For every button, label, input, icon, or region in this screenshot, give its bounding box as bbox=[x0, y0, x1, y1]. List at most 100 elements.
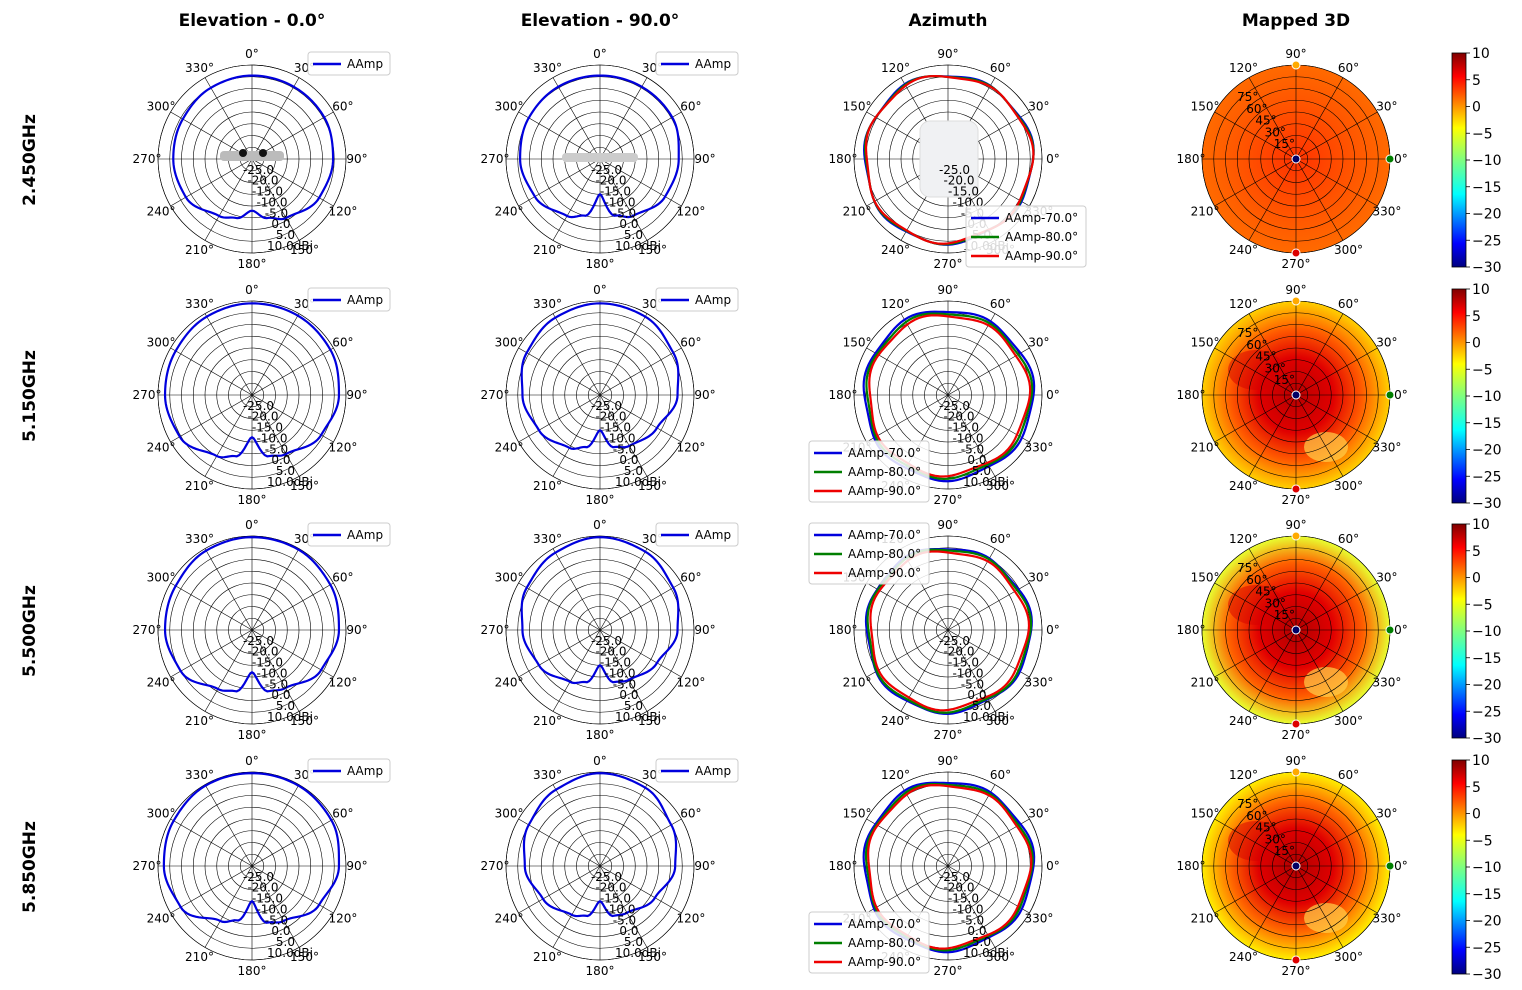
mapped3d-elev-label: 60° bbox=[1246, 102, 1267, 116]
azimuth-grid-spoke bbox=[866, 818, 949, 867]
mapped3d-grid-angle-label: 210° bbox=[1191, 205, 1220, 219]
elev90-grid-spoke bbox=[552, 158, 601, 241]
elev0-pattern-curve bbox=[163, 536, 341, 693]
elev90-grid-spoke bbox=[518, 818, 601, 867]
elev0-grid-angle-label: 0° bbox=[245, 754, 259, 768]
azimuth-grid-spoke bbox=[947, 582, 1030, 631]
radial-tick-label: 5.0 bbox=[624, 935, 643, 949]
mapped3d-grid-spoke bbox=[1295, 158, 1378, 207]
elev0-grid-spoke bbox=[251, 548, 300, 631]
colorbar-tick-label: −15 bbox=[1472, 416, 1502, 432]
elev90-grid-spoke bbox=[518, 347, 601, 396]
radial-tick-label: 5.0 bbox=[276, 699, 295, 713]
elev0-pattern-curve bbox=[163, 302, 341, 459]
radial-tick-label: -15.0 bbox=[600, 185, 631, 199]
radial-tick-label: 0.0 bbox=[619, 453, 638, 467]
mapped3d-marker-bottom bbox=[1291, 248, 1301, 258]
azimuth-grid-angle-label: 300° bbox=[986, 479, 1015, 493]
mapped3d-plot-row2: 0° 30° 60° 90° 120° 150° 180° 210° 240° 270° 300° 3… bbox=[1177, 282, 1502, 512]
azimuth-legend-box bbox=[808, 522, 930, 585]
azimuth-legend-entry: AAmp-80.0° bbox=[1005, 230, 1078, 244]
azimuth-legend-entry: AAmp-90.0° bbox=[1005, 249, 1078, 263]
elev90-grid-spoke bbox=[599, 77, 648, 160]
azimuth-grid-angle-label: 330° bbox=[1024, 676, 1053, 690]
elev90-plot-row4: 0° 330° 300° 270° 240° 210° 180° 150° 120° 90° 60°… bbox=[481, 754, 739, 978]
colorbar-tick-label: −30 bbox=[1472, 967, 1502, 983]
colorbar-tick-label: −25 bbox=[1472, 704, 1502, 720]
colorbar-tick-label: −30 bbox=[1472, 260, 1502, 276]
elev90-legend-entry: AAmp bbox=[695, 528, 731, 542]
mapped3d-grid-spoke bbox=[1295, 394, 1378, 443]
mapped3d-grid-angle-label: 270° bbox=[1282, 964, 1311, 978]
azimuth-legend-entry: AAmp-70.0° bbox=[1005, 211, 1078, 225]
elev0-grid-spoke bbox=[251, 77, 300, 160]
azimuth-grid-angle-label: 300° bbox=[986, 714, 1015, 728]
elev90-grid-spoke bbox=[599, 865, 648, 948]
column-title-elev0: Elevation - 0.0° bbox=[179, 11, 326, 31]
radial-tick-label: -15.0 bbox=[252, 421, 283, 435]
radial-tick-label: -5.0 bbox=[265, 677, 288, 691]
elev0-grid-spoke bbox=[251, 629, 334, 678]
azimuth-grid-angle-label: 150° bbox=[843, 807, 872, 821]
elev90-grid-angle-label: 210° bbox=[533, 950, 562, 964]
colorbar-tick-label: −15 bbox=[1472, 180, 1502, 196]
elev90-grid-angle-label: 120° bbox=[676, 676, 705, 690]
mapped3d-grid-spoke bbox=[1295, 77, 1344, 160]
elev90-legend-box bbox=[655, 51, 739, 76]
mapped3d-grid-spoke bbox=[1248, 548, 1297, 631]
antenna-render-dot bbox=[259, 149, 267, 157]
elev0-grid-spoke bbox=[204, 548, 253, 631]
mapped3d-grid-angle-label: 120° bbox=[1229, 768, 1258, 782]
elev90-grid-angle-label: 90° bbox=[694, 388, 715, 402]
azimuth-legend-entry: AAmp-80.0° bbox=[848, 465, 921, 479]
elev0-legend-box bbox=[307, 51, 391, 76]
mapped3d-grid-angle-label: 300° bbox=[1334, 479, 1363, 493]
radial-tick-label: -10.0 bbox=[604, 431, 635, 445]
elev90-grid-angle-label: 270° bbox=[481, 859, 510, 873]
elev0-grid-spoke bbox=[170, 865, 253, 914]
azimuth-legend-box bbox=[965, 205, 1087, 268]
radial-tick-label: -25.0 bbox=[591, 870, 622, 884]
mapped3d-grid-angle-label: 30° bbox=[1376, 100, 1397, 114]
colorbar-tick-label: −10 bbox=[1472, 624, 1502, 640]
elev90-grid-angle-label: 270° bbox=[481, 623, 510, 637]
colorbar-tick-label: −20 bbox=[1472, 678, 1502, 694]
azimuth-grid-angle-label: 60° bbox=[990, 532, 1011, 546]
elev0-grid-angle-label: 90° bbox=[346, 152, 367, 166]
mapped3d-grid-spoke bbox=[1295, 865, 1344, 948]
mapped3d-grid-angle-label: 150° bbox=[1191, 100, 1220, 114]
elev90-plot-row2: 0° 330° 300° 270° 240° 210° 180° 150° 120° 90° 60°… bbox=[481, 283, 739, 507]
azimuth-grid-angle-label: 30° bbox=[1028, 807, 1049, 821]
elev0-grid-spoke bbox=[204, 784, 253, 867]
elev0-grid-angle-label: 90° bbox=[346, 388, 367, 402]
radial-tick-label: 10.0dBi bbox=[963, 710, 1009, 724]
mapped3d-center-marker bbox=[1291, 625, 1301, 635]
radial-tick-label: -5.0 bbox=[613, 442, 636, 456]
radial-tick-label: 10.0dBi bbox=[267, 946, 313, 960]
elev90-grid-spoke bbox=[552, 394, 601, 477]
elev0-grid-angle-label: 240° bbox=[147, 676, 176, 690]
elev0-grid-angle-label: 120° bbox=[328, 205, 357, 219]
colorbar bbox=[1451, 52, 1467, 268]
elev90-grid-angle-label: 270° bbox=[481, 388, 510, 402]
azimuth-grid-angle-label: 210° bbox=[843, 205, 872, 219]
elev90-grid-angle-label: 60° bbox=[680, 336, 701, 350]
mapped3d-grid-angle-label: 240° bbox=[1229, 950, 1258, 964]
mapped3d-elev-label: 60° bbox=[1246, 809, 1267, 823]
mapped3d-grid-angle-label: 90° bbox=[1285, 47, 1306, 61]
elev0-grid-angle-label: 60° bbox=[332, 807, 353, 821]
azimuth-grid-angle-label: 180° bbox=[829, 859, 858, 873]
elev90-grid-angle-label: 300° bbox=[495, 336, 524, 350]
radial-tick-label: 5.0 bbox=[276, 935, 295, 949]
azimuth-grid-spoke bbox=[947, 784, 996, 867]
radial-tick-label: -15.0 bbox=[252, 892, 283, 906]
elev0-plot-row1: 0° 330° 300° 270° 240° 210° 180° 150° 120° 90° 60°… bbox=[133, 47, 391, 271]
mapped3d-grid-spoke bbox=[1248, 629, 1297, 712]
mapped3d-plot-row4: 0° 30° 60° 90° 120° 150° 180° 210° 240° 270° 300° 3… bbox=[1177, 753, 1502, 983]
elev0-legend-entry: AAmp bbox=[347, 528, 383, 542]
azimuth-grid-angle-label: 150° bbox=[843, 100, 872, 114]
mapped3d-grid-angle-label: 300° bbox=[1334, 950, 1363, 964]
mapped3d-grid-angle-label: 90° bbox=[1285, 518, 1306, 532]
mapped3d-elev-label: 45° bbox=[1255, 585, 1276, 599]
elev90-grid-angle-label: 300° bbox=[495, 571, 524, 585]
